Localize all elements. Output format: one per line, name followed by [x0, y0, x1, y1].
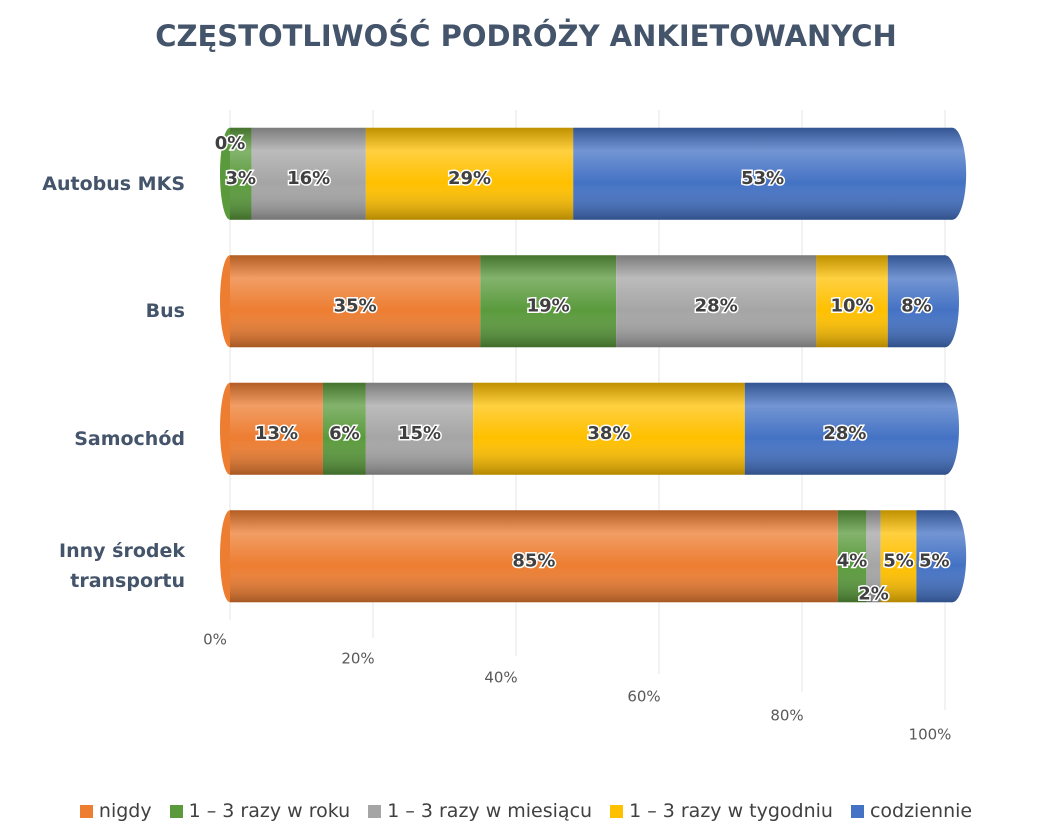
bar-shading — [230, 255, 945, 348]
chart: CZĘSTOTLIWOŚĆ PODRÓŻY ANKIETOWANYCH 0% 20… — [155, 19, 967, 744]
data-label: 2% — [858, 583, 889, 604]
x-tick-label: 80% — [770, 707, 803, 725]
legend-swatch — [610, 805, 624, 818]
legend-label: 1 – 3 razy w miesiącu — [387, 800, 593, 822]
chart-title: CZĘSTOTLIWOŚĆ PODRÓŻY ANKIETOWANYCH — [155, 19, 897, 53]
x-tick-label: 60% — [627, 688, 660, 706]
data-label: 10% — [831, 295, 874, 316]
category-label: Autobus MKS — [42, 172, 185, 195]
data-label: 29% — [448, 168, 491, 189]
legend-item: 1 – 3 razy w tygodniu — [610, 800, 833, 822]
bar-shading — [230, 127, 953, 220]
data-label: 3% — [225, 168, 256, 189]
legend: nigdy 1 – 3 razy w roku 1 – 3 razy w miesi… — [0, 800, 1052, 822]
data-label: 15% — [398, 423, 441, 444]
legend-label: 1 – 3 razy w roku — [188, 800, 351, 822]
data-label: 53% — [741, 168, 784, 189]
bar-end-cap-shade — [938, 127, 967, 220]
bar-group — [220, 255, 959, 348]
data-label: 5% — [883, 550, 914, 571]
legend-swatch — [850, 805, 864, 818]
legend-item: 1 – 3 razy w miesiącu — [368, 800, 592, 822]
bar-group — [220, 510, 967, 603]
data-label: 16% — [287, 168, 330, 189]
data-label: 28% — [823, 423, 866, 444]
bar-end-cap-shade — [938, 510, 967, 603]
category-label: Inny środek transportu — [59, 540, 185, 593]
data-label: 8% — [901, 295, 932, 316]
data-label: 38% — [587, 423, 630, 444]
category-label: Bus — [145, 300, 185, 323]
legend-label: 1 – 3 razy w tygodniu — [629, 800, 833, 822]
legend-swatch — [169, 805, 183, 818]
legend-label: codziennie — [869, 800, 973, 822]
legend-label: nigdy — [98, 800, 152, 822]
bar-end-cap-shade — [931, 382, 959, 475]
bar-end-cap-shade — [931, 255, 959, 348]
legend-swatch — [368, 805, 382, 818]
data-label: 0% — [215, 133, 246, 154]
data-label: 5% — [919, 550, 950, 571]
legend-item: nigdy — [79, 800, 152, 822]
data-label: 13% — [255, 423, 298, 444]
bar-group — [220, 382, 959, 475]
x-tick-label: 0% — [203, 631, 227, 649]
data-label: 35% — [334, 295, 377, 316]
x-tick-label: 100% — [909, 726, 952, 744]
bar-shading — [230, 382, 945, 475]
data-label: 6% — [329, 423, 360, 444]
data-label: 85% — [512, 550, 555, 571]
bar-group — [220, 127, 967, 220]
x-tick-label: 20% — [341, 650, 374, 668]
legend-item: 1 – 3 razy w roku — [169, 800, 351, 822]
category-label: Samochód — [74, 427, 185, 450]
legend-swatch — [79, 805, 93, 818]
x-tick-label: 40% — [484, 669, 517, 687]
bar-shading — [230, 510, 953, 603]
data-label: 28% — [695, 295, 738, 316]
legend-item: codziennie — [850, 800, 973, 822]
data-label: 19% — [527, 295, 570, 316]
data-label: 4% — [837, 550, 868, 571]
